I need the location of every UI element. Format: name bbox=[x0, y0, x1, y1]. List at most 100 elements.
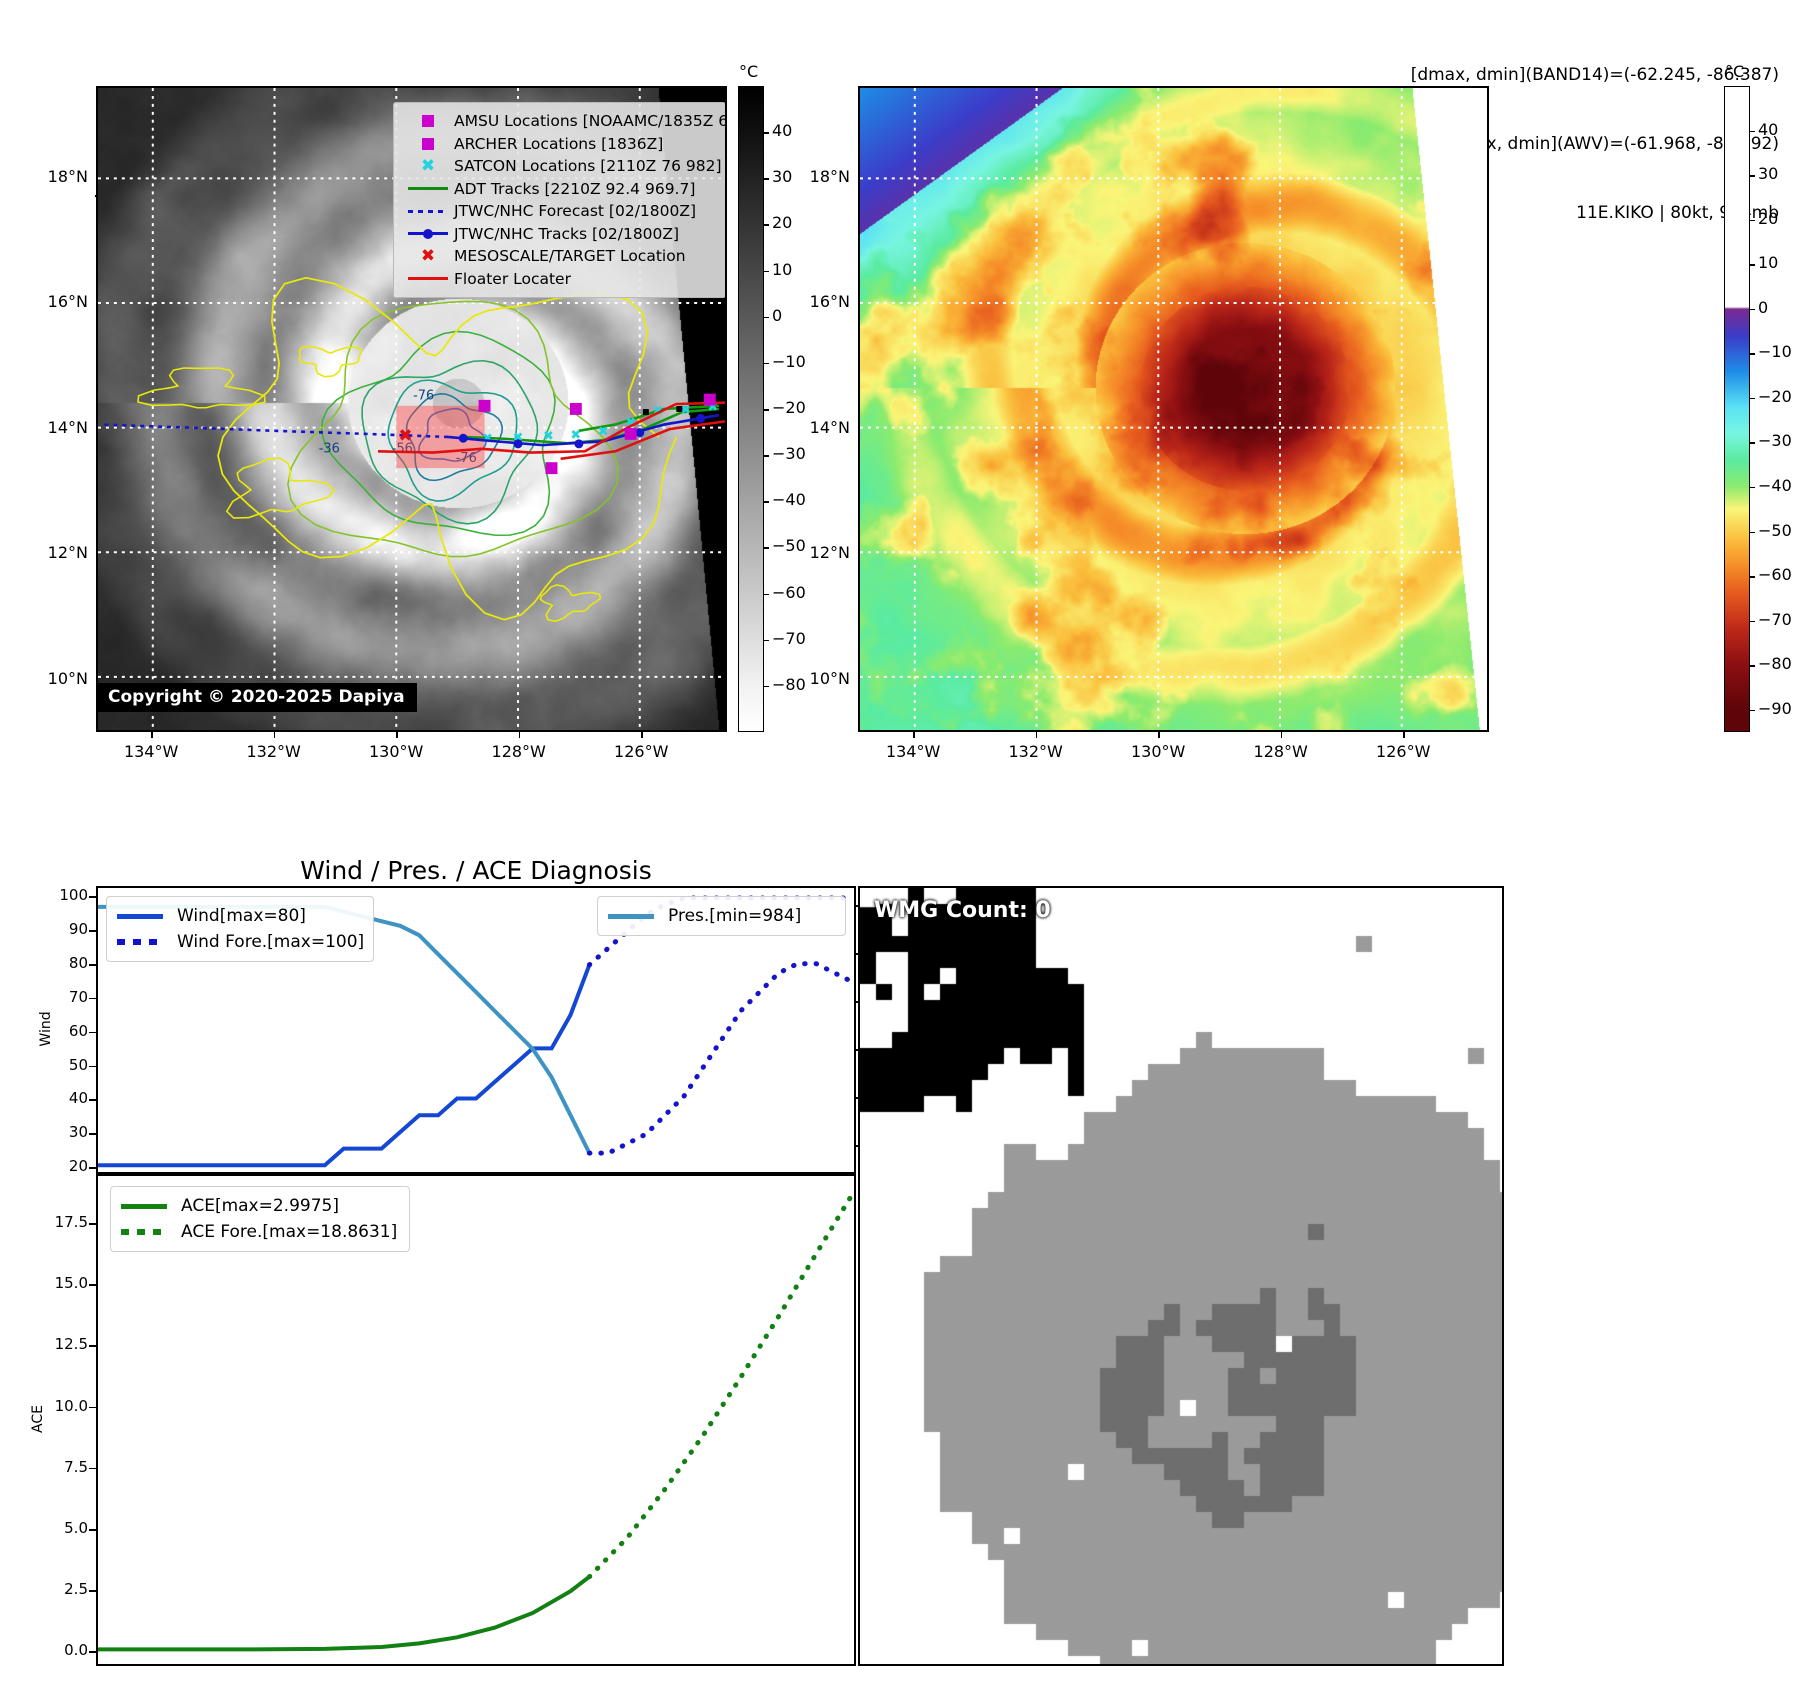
wv-colorbar-tick: −10 bbox=[1758, 342, 1792, 362]
svg-text:✖: ✖ bbox=[543, 429, 554, 444]
wind-legend-label: Wind[max=80] bbox=[177, 906, 306, 926]
ir-colorbar-tick: 10 bbox=[772, 259, 793, 279]
wv-imagery-panel[interactable] bbox=[858, 86, 1489, 732]
ace-y-tickmark bbox=[89, 1222, 96, 1225]
wind-axis-label: Wind bbox=[38, 1011, 54, 1047]
wv-lon-tick: 134°W bbox=[885, 742, 941, 761]
wind-y-tick: 90 bbox=[68, 920, 88, 939]
ir-legend-key-line-icon bbox=[402, 277, 454, 281]
wmg-panel[interactable]: WMG Count: 0 bbox=[858, 886, 1504, 1666]
svg-text:✖: ✖ bbox=[625, 415, 636, 430]
ace-legend-label: ACE Fore.[max=18.8631] bbox=[181, 1222, 398, 1242]
ir-legend-label: JTWC/NHC Forecast [02/1800Z] bbox=[454, 202, 697, 221]
ir-lon-tick: 130°W bbox=[368, 742, 424, 761]
wv-graticule bbox=[860, 88, 1487, 730]
ace-legend-key-icon bbox=[121, 1229, 181, 1235]
wv-colorbar-tickmark bbox=[1750, 620, 1755, 623]
ir-legend-row: AMSU Locations [NOAAMC/1835Z 62 990] bbox=[402, 110, 725, 133]
ir-colorbar-tick: −40 bbox=[772, 490, 806, 510]
wv-lat-tick: 18°N bbox=[809, 166, 850, 186]
ir-colorbar-tickmark bbox=[764, 455, 769, 457]
ir-legend-key-line-marker-icon bbox=[402, 228, 454, 239]
dotted-line-icon bbox=[121, 1229, 167, 1235]
svg-text:✖: ✖ bbox=[680, 403, 691, 418]
wv-colorbar-tick: −80 bbox=[1758, 654, 1792, 674]
ir-colorbar-tick: −50 bbox=[772, 536, 806, 556]
ir-overlay-tracks: -76-76-36 -56✖✖✖✖✖✖✖✖✖✖ bbox=[98, 88, 725, 730]
ir-lat-tick: 10°N bbox=[47, 668, 88, 688]
ace-y-tick: 5.0 bbox=[64, 1518, 88, 1537]
ir-legend-key-square-icon bbox=[402, 115, 454, 128]
svg-text:-36: -36 bbox=[319, 442, 340, 457]
line-sample-icon bbox=[408, 277, 448, 281]
wind-y-tickmark bbox=[89, 963, 96, 966]
wind-legend-row: Wind Fore.[max=100] bbox=[117, 929, 365, 955]
svg-text:✖: ✖ bbox=[482, 432, 493, 447]
ir-legend-key-square-icon bbox=[402, 137, 454, 150]
ir-legend-row: JTWC/NHC Tracks [02/1800Z] bbox=[402, 223, 716, 246]
ace-y-tick: 15.0 bbox=[54, 1274, 88, 1293]
ir-legend: AMSU Locations [NOAAMC/1835Z 62 990] ARCH… bbox=[393, 102, 725, 298]
wv-colorbar-tick: 0 bbox=[1758, 297, 1769, 317]
wv-colorbar-tick: −70 bbox=[1758, 609, 1792, 629]
wmg-count-label: WMG Count: 0 bbox=[874, 898, 1051, 923]
wv-satellite-image bbox=[860, 88, 1487, 730]
x-marker-icon: ✖ bbox=[420, 245, 436, 266]
wind-y-tickmark bbox=[89, 896, 96, 898]
wv-lat-tick: 16°N bbox=[809, 292, 850, 312]
ace-axis-label: ACE bbox=[30, 1405, 46, 1433]
ir-imagery-panel[interactable]: -76 -76 -36 -56 ✖ ✖ ✖ ✖ ✖ ✖ ✖ ✖ ✖ ✖ AMSU Locations [N… bbox=[96, 86, 727, 732]
wind-y-tickmark bbox=[89, 930, 96, 932]
svg-text:✖: ✖ bbox=[513, 430, 524, 445]
wv-lat-tick: 12°N bbox=[809, 543, 850, 563]
wind-y-tick: 50 bbox=[68, 1055, 88, 1074]
wv-colorbar-tick: 30 bbox=[1758, 164, 1779, 184]
ir-colorbar-tick: −60 bbox=[772, 582, 806, 602]
ace-legend-key-icon bbox=[121, 1203, 181, 1209]
square-marker-icon bbox=[422, 115, 434, 128]
ir-colorbar-tick: −70 bbox=[772, 628, 806, 648]
ace-y-tickmark bbox=[89, 1406, 96, 1409]
ir-lon-tick: 128°W bbox=[491, 742, 546, 761]
ir-colorbar-tickmark bbox=[764, 270, 769, 273]
dotted-line-icon bbox=[117, 939, 163, 945]
ace-y-tick: 2.5 bbox=[64, 1580, 88, 1599]
ace-y-tickmark bbox=[89, 1590, 96, 1592]
wind-y-tick: 30 bbox=[68, 1123, 88, 1142]
wind-legend-label: Wind Fore.[max=100] bbox=[177, 932, 365, 952]
line-marker-icon bbox=[408, 228, 448, 239]
ir-legend-label: MESOSCALE/TARGET Location bbox=[454, 247, 686, 266]
pressure-legend-row: Pres.[min=984] bbox=[608, 903, 835, 929]
ir-legend-label: SATCON Locations [2110Z 76 982] bbox=[454, 157, 722, 176]
svg-text:-76: -76 bbox=[456, 451, 477, 466]
ir-legend-key-line-icon bbox=[402, 187, 454, 191]
ace-chart[interactable] bbox=[96, 1174, 856, 1666]
wv-lat-tick: 10°N bbox=[809, 668, 850, 688]
ace-plot bbox=[98, 1189, 854, 1652]
wv-colorbar-tickmark bbox=[1750, 442, 1755, 444]
ir-colorbar-tick: 40 bbox=[772, 121, 793, 141]
ace-y-tick: 10.0 bbox=[54, 1396, 88, 1415]
pressure-legend: Pres.[min=984] bbox=[597, 896, 846, 936]
wv-colorbar-tickmark bbox=[1750, 219, 1755, 222]
wv-colorbar-tick: −30 bbox=[1758, 431, 1792, 451]
ir-colorbar-tickmark bbox=[764, 362, 769, 365]
ir-colorbar-tickmark bbox=[764, 224, 769, 226]
wv-colorbar-tick: 10 bbox=[1758, 253, 1779, 273]
ace-legend-row: ACE[max=2.9975] bbox=[121, 1193, 399, 1219]
wind-y-tick: 80 bbox=[68, 953, 88, 972]
ace-y-tickmark bbox=[89, 1284, 96, 1286]
ir-colorbar-tick: −30 bbox=[772, 444, 806, 464]
ir-legend-row: ADT Tracks [2210Z 92.4 969.7] bbox=[402, 178, 716, 201]
ace-y-tick: 17.5 bbox=[54, 1212, 88, 1231]
wind-y-tick: 40 bbox=[68, 1089, 88, 1108]
ir-lat-tick: 12°N bbox=[47, 543, 88, 563]
wind-y-tick: 60 bbox=[68, 1021, 88, 1040]
ir-legend-label: Floater Locater bbox=[454, 269, 571, 288]
ir-colorbar-tickmark bbox=[764, 178, 769, 180]
wv-colorbar-unit: °C bbox=[1725, 62, 1745, 81]
wv-lat-tick: 14°N bbox=[809, 417, 850, 437]
ir-legend-key-x-icon: ✖ bbox=[402, 245, 454, 266]
ir-colorbar-tickmark bbox=[764, 501, 769, 503]
wv-colorbar-tick: 40 bbox=[1758, 119, 1779, 139]
